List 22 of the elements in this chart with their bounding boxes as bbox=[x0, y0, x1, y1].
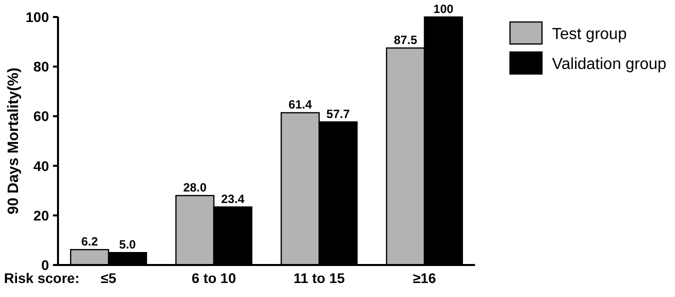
y-tick-label: 100 bbox=[26, 9, 50, 25]
legend-label: Validation group bbox=[552, 56, 667, 73]
y-axis-title: 90 Days Mortality(%) bbox=[5, 68, 22, 214]
legend-label: Test group bbox=[552, 26, 627, 43]
data-label: 61.4 bbox=[288, 98, 312, 112]
data-label: 100 bbox=[433, 2, 454, 16]
x-tick-label: 11 to 15 bbox=[293, 270, 346, 286]
y-tick-label: 20 bbox=[33, 207, 50, 224]
x-tick-label: ≤5 bbox=[100, 270, 116, 286]
y-tick-label: 80 bbox=[33, 58, 50, 75]
data-label: 87.5 bbox=[394, 33, 418, 47]
y-tick-label: 40 bbox=[33, 158, 50, 174]
data-label: 6.2 bbox=[81, 234, 98, 249]
x-tick-label: ≥16 bbox=[412, 270, 436, 286]
x-tick-label: 6 to 10 bbox=[192, 270, 236, 286]
y-tick-label: 0 bbox=[41, 257, 50, 273]
data-label: 23.4 bbox=[221, 192, 245, 206]
data-label: 28.0 bbox=[183, 180, 207, 195]
data-label: 5.0 bbox=[119, 238, 136, 252]
y-tick-label: 60 bbox=[33, 108, 50, 124]
x-axis-title: Risk score: bbox=[4, 270, 80, 286]
data-label: 57.7 bbox=[326, 106, 350, 121]
